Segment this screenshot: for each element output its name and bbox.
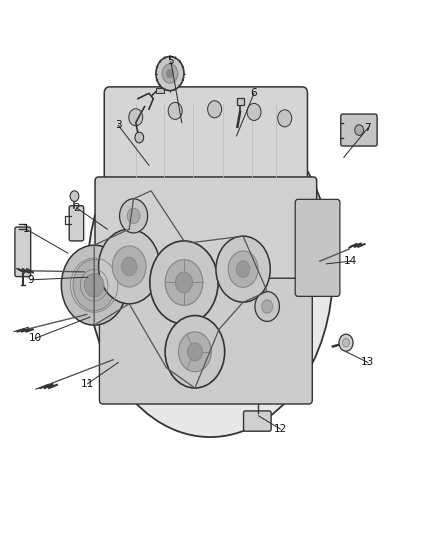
Circle shape	[165, 316, 225, 388]
Circle shape	[187, 343, 202, 361]
FancyBboxPatch shape	[15, 227, 31, 277]
Text: 1: 1	[23, 224, 30, 234]
Text: 6: 6	[251, 88, 258, 98]
Circle shape	[112, 246, 146, 287]
Text: 5: 5	[167, 56, 174, 66]
Circle shape	[237, 261, 250, 278]
FancyBboxPatch shape	[104, 87, 307, 193]
Text: 14: 14	[344, 256, 357, 266]
Circle shape	[70, 191, 79, 201]
Circle shape	[162, 64, 178, 83]
Bar	[156, 88, 164, 93]
Circle shape	[228, 251, 258, 287]
Text: 11: 11	[81, 379, 94, 389]
Circle shape	[355, 125, 364, 135]
Circle shape	[165, 260, 203, 305]
Circle shape	[179, 332, 211, 372]
Circle shape	[99, 229, 160, 304]
Circle shape	[247, 103, 261, 120]
Circle shape	[127, 208, 140, 223]
Circle shape	[168, 102, 182, 119]
Bar	[237, 98, 244, 105]
Circle shape	[166, 69, 173, 78]
Circle shape	[120, 199, 148, 233]
Circle shape	[343, 338, 350, 347]
Text: 7: 7	[364, 123, 371, 133]
Circle shape	[216, 236, 270, 302]
Circle shape	[150, 241, 218, 324]
FancyBboxPatch shape	[95, 177, 317, 292]
Circle shape	[278, 110, 292, 127]
FancyBboxPatch shape	[99, 278, 312, 404]
Text: 13: 13	[361, 358, 374, 367]
Circle shape	[175, 272, 192, 293]
FancyBboxPatch shape	[341, 114, 377, 146]
Circle shape	[61, 245, 127, 325]
Text: 2: 2	[73, 203, 80, 213]
Circle shape	[208, 101, 222, 118]
Circle shape	[255, 292, 279, 321]
Circle shape	[135, 132, 144, 143]
FancyBboxPatch shape	[295, 199, 340, 296]
Circle shape	[156, 56, 184, 91]
Circle shape	[129, 109, 143, 126]
Circle shape	[339, 334, 353, 351]
Ellipse shape	[88, 107, 333, 437]
Circle shape	[121, 257, 137, 276]
Text: 9: 9	[27, 275, 34, 285]
Text: 12: 12	[274, 424, 287, 434]
Text: 3: 3	[115, 120, 122, 130]
Circle shape	[85, 273, 104, 297]
FancyBboxPatch shape	[244, 411, 271, 431]
Circle shape	[261, 300, 273, 313]
Text: 10: 10	[28, 334, 42, 343]
FancyBboxPatch shape	[69, 206, 84, 241]
Circle shape	[73, 260, 115, 311]
